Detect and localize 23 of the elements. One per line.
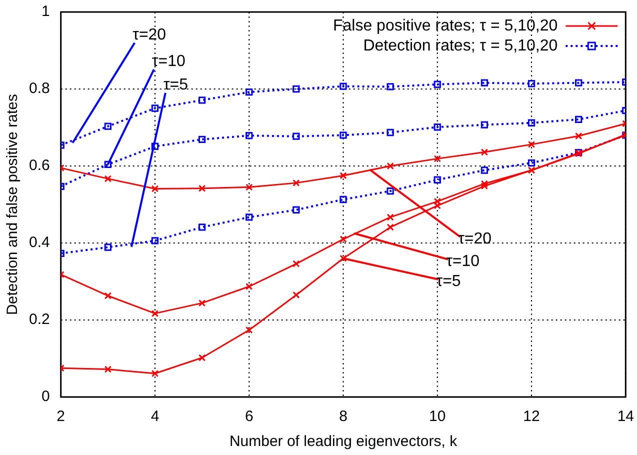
legend-label: False positive rates; τ = 5,10,20 — [332, 17, 558, 34]
annotation: τ=20 — [458, 230, 492, 248]
x-tick-label: 12 — [523, 408, 540, 426]
x-tick-label: 14 — [617, 408, 634, 426]
y-axis-title: Detection and false positive rates — [4, 94, 22, 315]
y-tick-label: 0.2 — [28, 311, 50, 328]
x-tick-label: 6 — [244, 408, 254, 426]
annotation: τ=5 — [436, 272, 461, 290]
annotation: τ=10 — [152, 52, 186, 70]
x-tick-label: 10 — [429, 408, 446, 426]
annotation: τ=10 — [446, 252, 480, 270]
annotation: τ=20 — [132, 26, 166, 44]
annotation: τ=5 — [163, 76, 188, 94]
y-tick-label: 0.6 — [28, 157, 50, 174]
x-tick-label: 8 — [339, 408, 348, 426]
legend-label: Detection rates; τ = 5,10,20 — [363, 37, 558, 54]
y-tick-label: 1 — [42, 3, 50, 20]
x-tick-label: 4 — [150, 408, 160, 426]
x-tick-label: 2 — [56, 408, 66, 426]
x-axis-title: Number of leading eigenvectors, k — [229, 433, 458, 450]
y-tick-label: 0.8 — [28, 80, 50, 98]
y-tick-label: 0.4 — [28, 234, 50, 252]
y-tick-label: 0 — [42, 388, 50, 406]
